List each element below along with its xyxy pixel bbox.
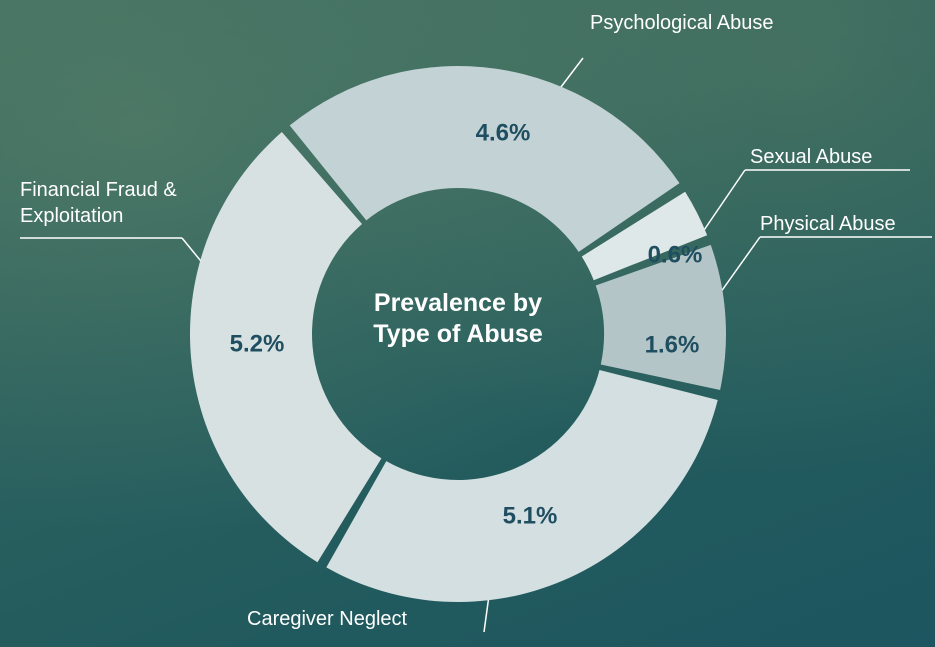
donut-segment (190, 132, 382, 563)
value-label: 0.6% (648, 241, 703, 268)
value-label: 5.1% (503, 502, 558, 529)
donut-segment (595, 244, 726, 390)
segment-label: Physical Abuse (760, 213, 896, 235)
donut-segment (326, 369, 718, 602)
value-label: 4.6% (476, 119, 531, 146)
segment-label: Financial Fraud & Exploitation (20, 179, 177, 227)
segment-label: Sexual Abuse (750, 146, 873, 168)
value-label: 1.6% (645, 331, 700, 358)
donut-segment (581, 191, 708, 281)
value-label: 5.2% (230, 330, 285, 357)
segment-label: Psychological Abuse (590, 12, 774, 34)
chart-title: Prevalence by Type of Abuse (373, 289, 543, 348)
leader-line (699, 169, 746, 237)
segment-label: Caregiver Neglect (247, 608, 408, 630)
donut-segment (289, 66, 680, 252)
